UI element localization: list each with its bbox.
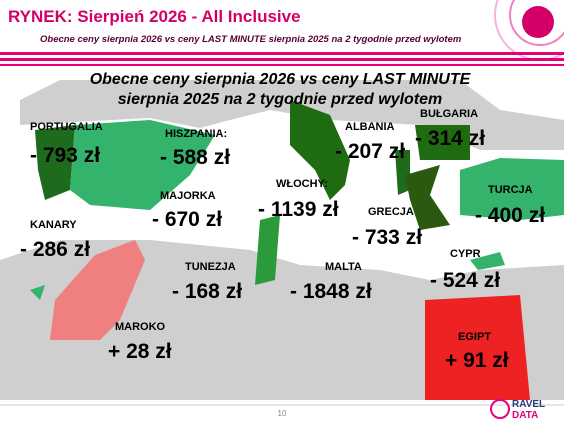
stripe bbox=[0, 58, 564, 61]
region-name: PORTUGALIA bbox=[30, 121, 103, 133]
region-value: + 91 zł bbox=[445, 349, 509, 372]
region-value: - 670 zł bbox=[152, 208, 222, 231]
page-number: 10 bbox=[278, 409, 287, 418]
region-name: HISZPANIA: bbox=[165, 128, 227, 140]
map bbox=[0, 68, 564, 400]
map-title: sierpnia 2025 na 2 tygodnie przed wylote… bbox=[118, 91, 443, 108]
stripe bbox=[0, 52, 564, 55]
region-value: - 207 zł bbox=[335, 140, 405, 163]
region-name: TUNEZJA bbox=[185, 261, 236, 273]
region-value: - 733 zł bbox=[352, 226, 422, 249]
stripe bbox=[0, 64, 564, 66]
region-name: WŁOCHY: bbox=[276, 178, 328, 190]
map-title: Obecne ceny sierpnia 2026 vs ceny LAST M… bbox=[90, 71, 472, 88]
region-name: TURCJA bbox=[488, 184, 533, 196]
globe-icon bbox=[522, 6, 554, 38]
region-name: MALTA bbox=[325, 261, 362, 273]
subtitle: Obecne ceny sierpnia 2026 vs ceny LAST M… bbox=[40, 34, 462, 45]
region-value: - 588 zł bbox=[160, 146, 230, 169]
region-value: + 28 zł bbox=[108, 340, 172, 363]
region-name: CYPR bbox=[450, 248, 481, 260]
region-value: - 1848 zł bbox=[290, 280, 372, 303]
region-value: - 524 zł bbox=[430, 269, 500, 292]
region-name: BUŁGARIA bbox=[420, 108, 478, 120]
region-value: - 314 zł bbox=[415, 127, 485, 150]
region-value: - 168 zł bbox=[172, 280, 242, 303]
region-name: MAJORKA bbox=[160, 190, 216, 202]
title: RYNEK: Sierpień 2026 - All Inclusive bbox=[8, 7, 301, 26]
region-value: - 286 zł bbox=[20, 238, 90, 261]
region-name: KANARY bbox=[30, 219, 77, 231]
region-name: ALBANIA bbox=[345, 121, 395, 133]
region-name: GRECJA bbox=[368, 206, 414, 218]
logo-text: RAVEL bbox=[512, 399, 545, 410]
region-value: - 1139 zł bbox=[258, 198, 339, 221]
region-name: MAROKO bbox=[115, 321, 166, 333]
region-value: - 400 zł bbox=[475, 204, 545, 227]
region-name: EGIPT bbox=[458, 331, 491, 343]
region-labels: PORTUGALIA - 793 zł HISZPANIA: - 588 zł ALBA… bbox=[20, 108, 545, 372]
region-value: - 793 zł bbox=[30, 144, 100, 167]
logo-icon bbox=[490, 399, 510, 419]
logo-text: DATA bbox=[512, 410, 538, 421]
